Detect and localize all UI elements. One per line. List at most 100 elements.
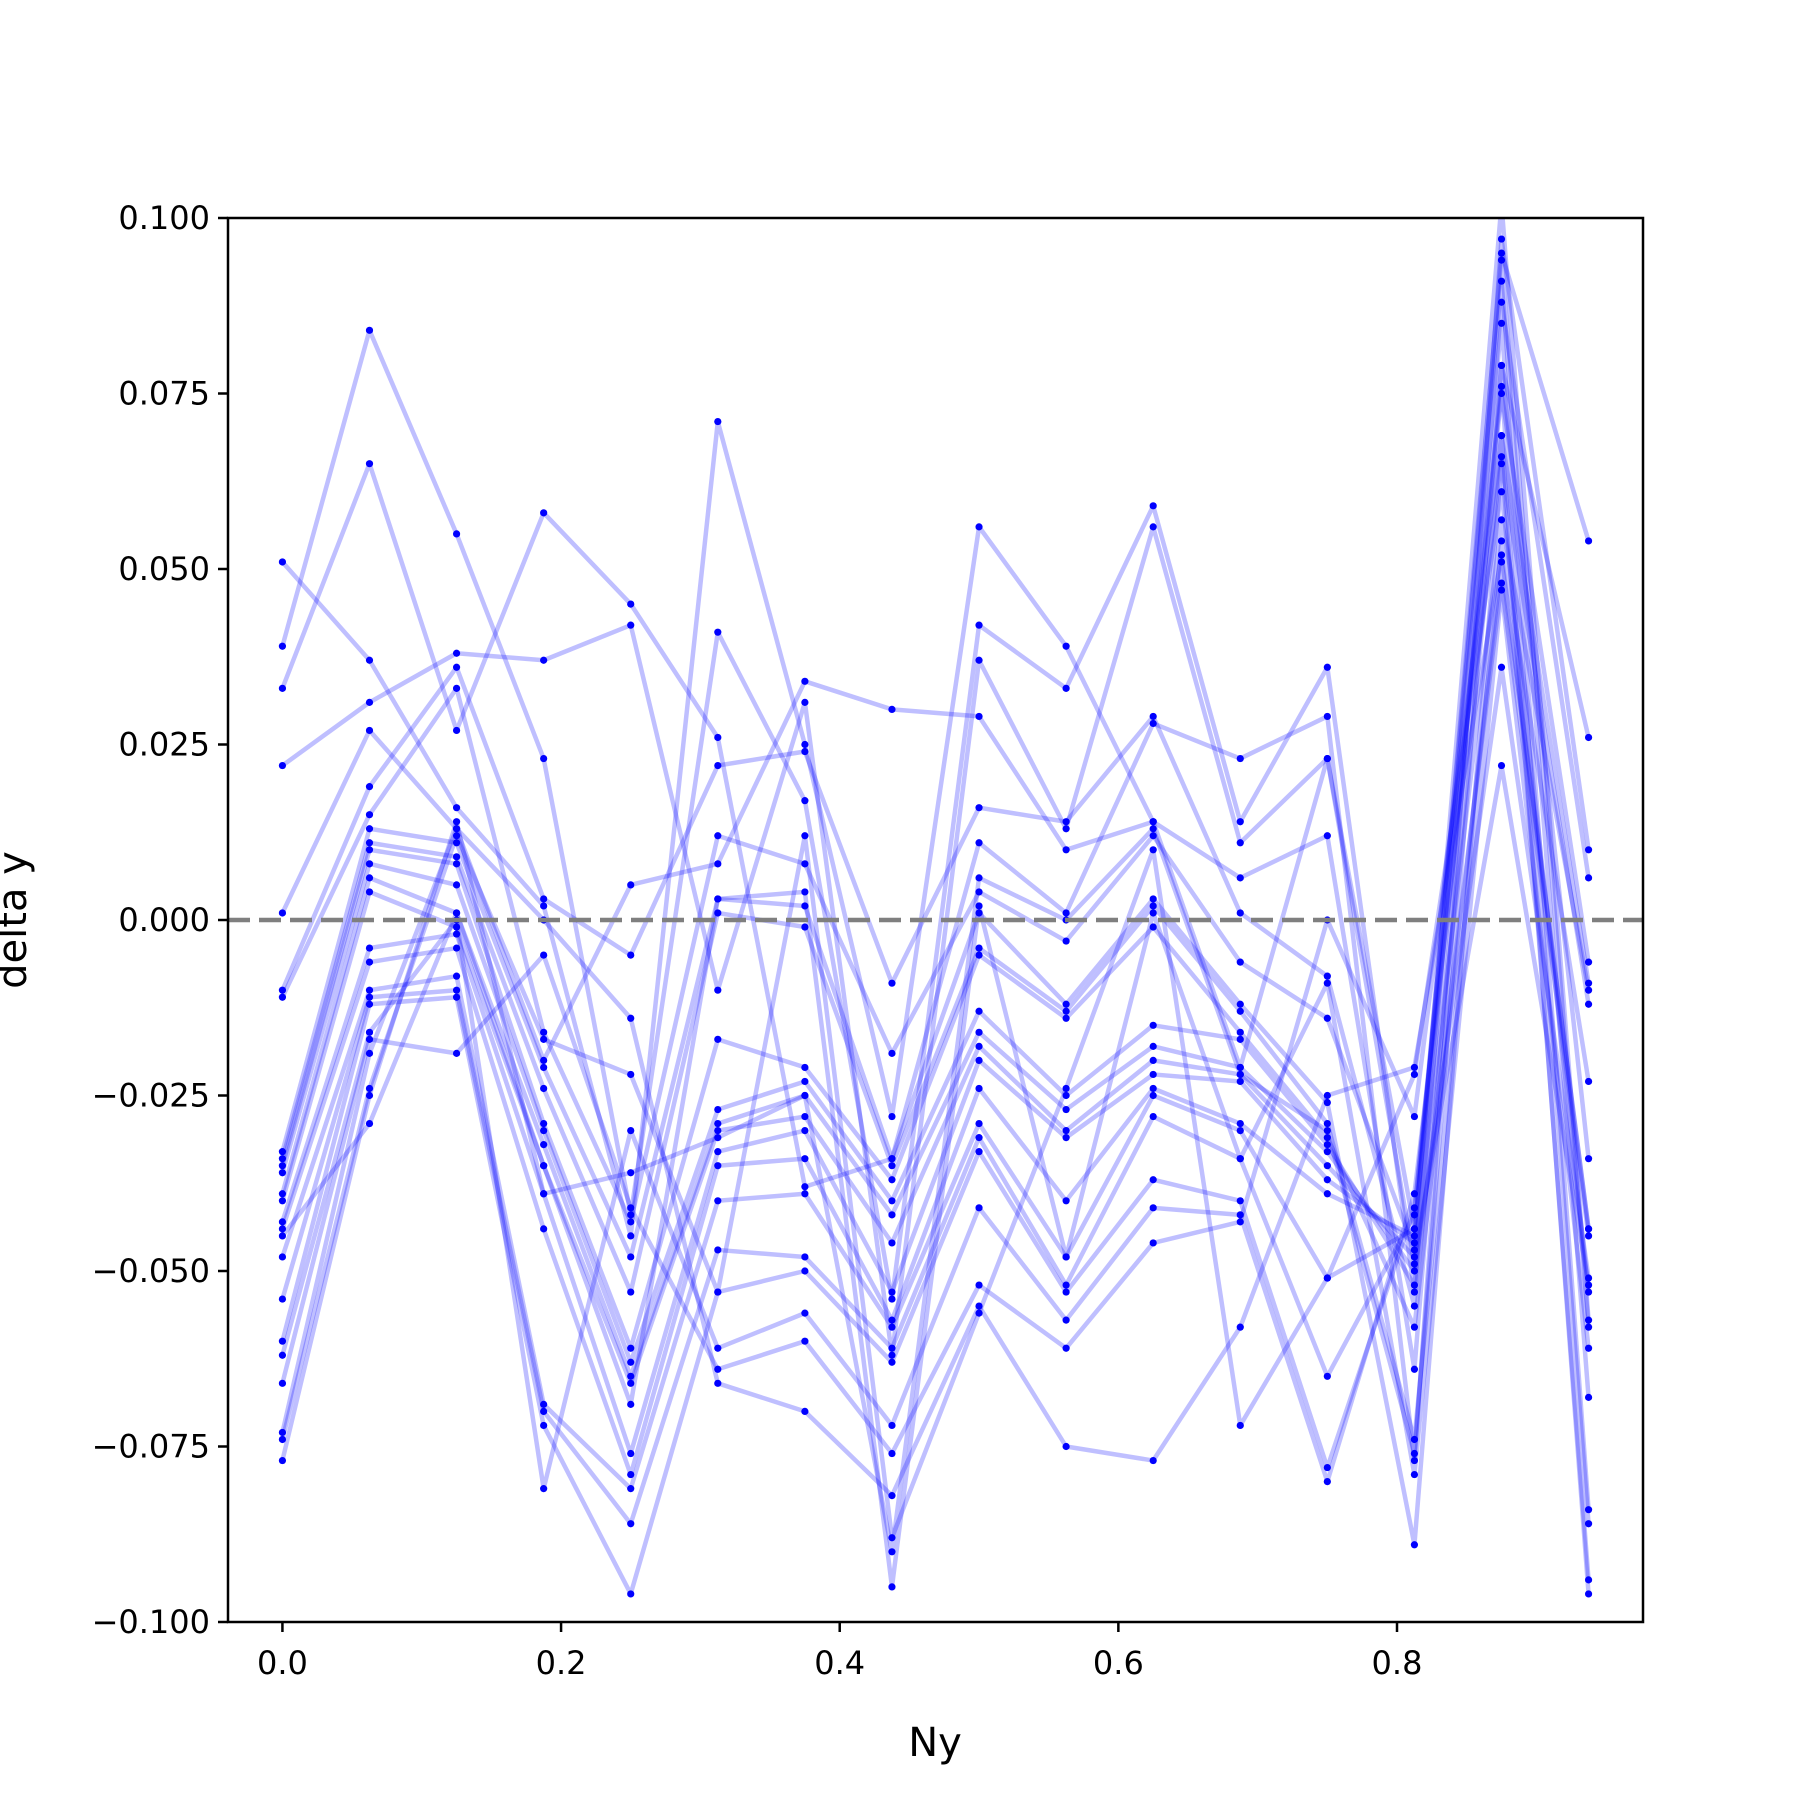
data-point: [1149, 1042, 1157, 1050]
data-point: [1062, 1014, 1070, 1022]
data-point: [801, 1091, 809, 1100]
data-point: [1062, 1281, 1070, 1289]
data-point: [1410, 1112, 1419, 1121]
data-point: [1236, 1218, 1244, 1226]
data-point: [365, 460, 374, 468]
data-point: [1149, 1091, 1157, 1100]
data-point: [888, 1351, 896, 1359]
data-point: [1410, 1204, 1419, 1212]
data-point: [1497, 432, 1506, 440]
data-point: [1584, 1576, 1593, 1584]
data-point: [627, 1485, 635, 1493]
data-point: [1062, 937, 1070, 945]
data-point: [540, 1421, 548, 1430]
data-point: [1410, 1253, 1419, 1261]
data-point: [278, 993, 287, 1001]
data-point: [1497, 537, 1506, 545]
data-point: [1323, 663, 1331, 671]
data-point: [714, 1127, 722, 1135]
data-point: [627, 1127, 635, 1135]
data-point: [1149, 719, 1157, 728]
series-line-4: [281, 391, 1591, 1358]
data-point: [888, 1449, 896, 1458]
data-point: [975, 1309, 983, 1317]
data-point: [1584, 846, 1593, 854]
data-point: [975, 902, 983, 910]
data-point: [1236, 1127, 1244, 1135]
data-point: [975, 1042, 983, 1050]
data-point: [1323, 1478, 1331, 1486]
data-point: [888, 979, 896, 987]
data-point: [1584, 1232, 1593, 1240]
data-point: [627, 1232, 635, 1240]
data-point: [975, 656, 983, 664]
data-point: [1062, 1105, 1070, 1114]
data-point: [1062, 825, 1070, 833]
data-point: [888, 1295, 896, 1303]
data-point: [1410, 1267, 1419, 1275]
data-point: [1062, 1288, 1070, 1296]
data-point: [452, 944, 461, 952]
data-point: [975, 804, 983, 812]
data-point: [627, 1400, 635, 1408]
data-point: [888, 1323, 896, 1331]
data-point: [801, 923, 809, 931]
data-point: [1584, 1155, 1593, 1163]
data-point: [540, 1028, 548, 1036]
y-tick-label: 0.075: [118, 375, 210, 413]
data-point: [714, 1344, 722, 1352]
data-point: [975, 909, 983, 917]
data-point: [1410, 1456, 1419, 1465]
data-point: [1410, 1246, 1419, 1254]
data-point: [975, 523, 983, 531]
data-point: [452, 530, 461, 538]
data-point: [714, 1197, 722, 1205]
data-point: [714, 1288, 722, 1296]
data-point: [1149, 1021, 1157, 1029]
data-point: [801, 888, 809, 896]
data-point: [975, 1148, 983, 1156]
data-point: [452, 818, 461, 826]
y-tick-label: 0.050: [118, 550, 210, 588]
data-point: [1236, 1007, 1244, 1015]
data-point: [1236, 1070, 1244, 1079]
y-tick-label: −0.075: [92, 1428, 210, 1466]
data-point: [540, 1084, 548, 1093]
data-point: [975, 621, 983, 629]
series-line-24: [280, 587, 1591, 1590]
data-point: [1497, 256, 1506, 264]
data-point: [1062, 1197, 1070, 1205]
series-line-10: [280, 559, 1591, 1351]
data-point: [1410, 1288, 1419, 1296]
data-point: [1149, 1070, 1157, 1079]
data-point: [888, 705, 896, 714]
data-point: [365, 1091, 374, 1100]
data-point: [1584, 1000, 1593, 1008]
data-point: [452, 923, 461, 931]
data-point: [975, 1302, 983, 1310]
data-point: [714, 1119, 722, 1128]
data-point: [1410, 1365, 1419, 1373]
data-point: [1149, 909, 1157, 917]
data-point: [1584, 958, 1593, 966]
data-point: [801, 1337, 809, 1345]
data-point: [365, 825, 374, 833]
data-point: [452, 726, 461, 735]
data-point: [365, 993, 374, 1001]
x-tick-label: 0.4: [814, 1644, 865, 1682]
data-point: [627, 1470, 635, 1479]
series-line-13: [280, 763, 1591, 1386]
data-point: [1149, 923, 1157, 931]
x-tick-label: 0.8: [1372, 1644, 1423, 1682]
data-point: [1149, 825, 1157, 833]
data-point: [627, 621, 635, 629]
data-point: [1497, 488, 1506, 496]
data-point: [1323, 1162, 1331, 1170]
data-point: [1236, 1197, 1244, 1205]
data-point: [801, 797, 809, 805]
x-tick-label: 0.2: [536, 1644, 587, 1682]
data-point: [1584, 1590, 1593, 1598]
data-point: [540, 1063, 548, 1072]
data-point: [1323, 1372, 1331, 1380]
data-point: [1236, 1323, 1244, 1331]
